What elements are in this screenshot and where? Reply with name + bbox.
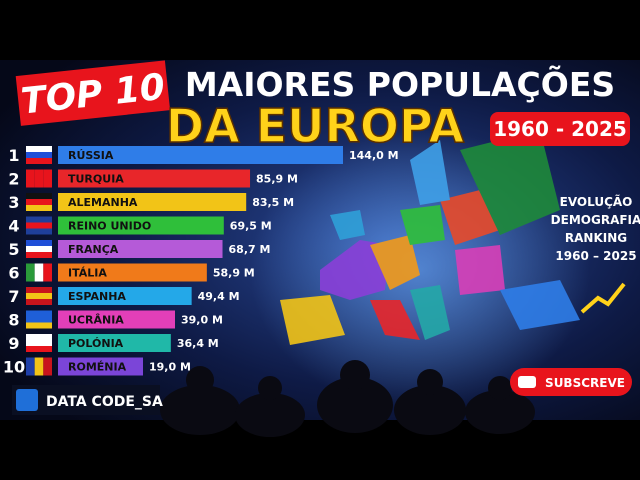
- flag-stripe: [26, 146, 52, 152]
- flag-stripe: [26, 158, 52, 164]
- value-label: 83,5 M: [252, 196, 294, 209]
- flag-stripe: [26, 293, 52, 299]
- rank: 6: [8, 264, 19, 283]
- growth-icon: [580, 282, 626, 314]
- flag-stripe: [26, 169, 35, 188]
- europe-map: [280, 130, 580, 345]
- flag-stripe: [26, 357, 35, 376]
- bar: [58, 310, 175, 329]
- bar: [58, 193, 247, 211]
- subscribe-button[interactable]: [510, 368, 632, 396]
- flag-stripe: [43, 263, 52, 282]
- value-label: 36,4 M: [177, 337, 219, 350]
- rank: 4: [8, 217, 19, 236]
- bar: [58, 357, 143, 376]
- chart-subtitle: DA EUROPA: [166, 99, 465, 153]
- chart-title: MAIORES POPULAÇÕES: [185, 64, 615, 104]
- flag-stripe: [26, 299, 52, 305]
- category-label: REINO UNIDO: [68, 220, 151, 233]
- value-label: 58,9 M: [213, 267, 255, 280]
- side-line: 1960 – 2025: [555, 249, 636, 263]
- flag-stripe: [34, 263, 44, 282]
- flag-stripe: [26, 346, 52, 352]
- value-label: 49,4 M: [198, 290, 240, 303]
- side-line: RANKING: [565, 231, 627, 245]
- category-label: ROMÉNIA: [68, 361, 127, 374]
- category-label: TURQUIA: [68, 173, 124, 186]
- category-label: FRANÇA: [68, 243, 119, 256]
- bar: [58, 287, 192, 305]
- bar: [58, 146, 343, 164]
- flag-stripe: [26, 340, 52, 346]
- flag-stripe: [26, 228, 52, 235]
- category-label: POLÓNIA: [68, 337, 124, 350]
- subscribe-text: SUBSCREVE: [545, 376, 625, 390]
- flag-stripe: [26, 287, 52, 293]
- flag-stripe: [26, 216, 52, 223]
- value-label: 85,9 M: [256, 173, 298, 186]
- bar: [58, 334, 171, 352]
- period: 1960 - 2025: [493, 117, 627, 141]
- rank: 5: [8, 240, 19, 259]
- category-label: ESPANHA: [68, 290, 126, 303]
- rank: 3: [8, 193, 19, 212]
- category-label: ALEMANHA: [68, 196, 138, 209]
- flag-stripe: [26, 193, 52, 199]
- rank: 2: [8, 170, 19, 189]
- rank: 8: [8, 311, 19, 330]
- yt-icon: [518, 376, 536, 388]
- flag-stripe: [34, 169, 44, 188]
- badge: TOP 10: [15, 60, 171, 126]
- bar: [58, 263, 207, 282]
- bar: [58, 169, 251, 188]
- value-label: 69,5 M: [230, 220, 272, 233]
- value-label: 144,0 M: [349, 149, 399, 162]
- rank: 10: [3, 358, 25, 377]
- side-line: EVOLUÇÃO: [560, 194, 633, 209]
- flag-stripe: [26, 310, 52, 317]
- rank: 9: [8, 334, 19, 353]
- value-label: 39,0 M: [181, 314, 223, 327]
- flag-stripe: [34, 357, 44, 376]
- value-label: 68,7 M: [229, 243, 271, 256]
- channel-name: DATA CODE_SA: [46, 394, 163, 410]
- category-label: RÚSSIA: [68, 149, 114, 162]
- period-box: [490, 112, 630, 146]
- channel-icon: [16, 389, 38, 411]
- side-text: EVOLUÇÃO DEMOGRAFIA RANKING 1960 – 2025: [551, 194, 640, 263]
- flag-stripe: [26, 240, 52, 246]
- flag-stripe: [26, 252, 52, 258]
- bar: [58, 216, 224, 235]
- value-label: 19,0 M: [149, 361, 191, 374]
- flag-stripe: [26, 334, 52, 340]
- flag-stripe: [43, 169, 52, 188]
- flag-stripe: [26, 246, 52, 252]
- crowd: [160, 360, 535, 437]
- category-label: UCRÂNIA: [68, 314, 124, 327]
- flag-stripe: [43, 357, 52, 376]
- flag-stripe: [26, 222, 52, 229]
- flag-stripe: [26, 322, 52, 329]
- category-label: ITÁLIA: [68, 267, 107, 280]
- rank: 1: [8, 146, 19, 165]
- flag-stripe: [26, 152, 52, 158]
- rank: 7: [8, 287, 19, 306]
- bar: [58, 240, 223, 258]
- flag-stripe: [26, 316, 52, 323]
- flag-stripe: [26, 199, 52, 205]
- side-line: DEMOGRAFIA: [551, 213, 640, 227]
- flag-stripe: [26, 205, 52, 211]
- flag-stripe: [26, 263, 35, 282]
